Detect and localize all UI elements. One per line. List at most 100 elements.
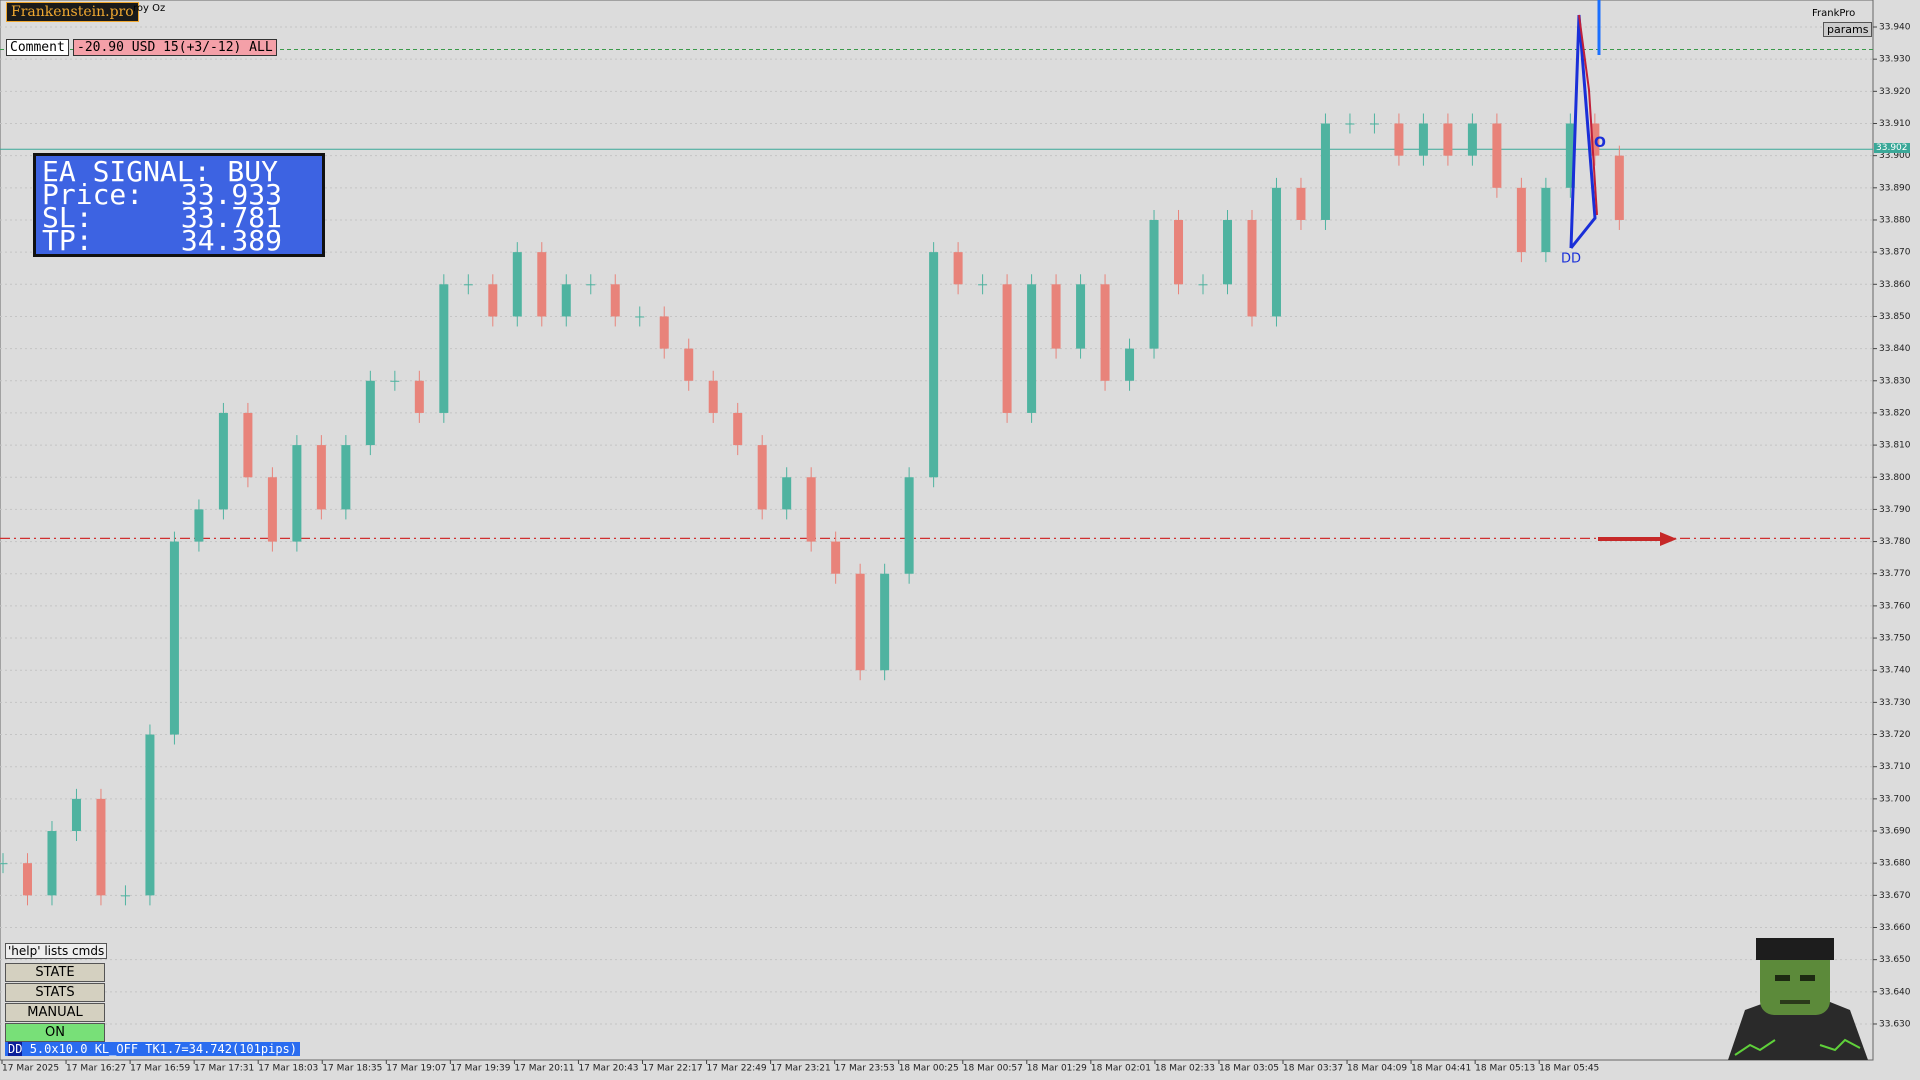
x-tick-label: 17 Mar 16:59 xyxy=(130,1064,190,1074)
y-tick-label: 33.690 xyxy=(1879,827,1911,837)
candle-body xyxy=(1247,219,1257,317)
candle-body xyxy=(22,863,32,896)
ea-row: TP: 34.389 xyxy=(42,224,282,257)
pattern-outline xyxy=(1569,14,1597,249)
candle-body xyxy=(929,252,939,478)
y-tick-label: 33.760 xyxy=(1879,601,1911,611)
candle-body xyxy=(267,477,277,542)
x-tick-label: 18 Mar 03:05 xyxy=(1219,1064,1279,1074)
ea-row-value: 33.933 xyxy=(180,178,282,211)
candle-body xyxy=(1492,123,1502,188)
candle-body xyxy=(169,541,179,735)
candle-body xyxy=(1443,123,1453,156)
x-tick-label: 17 Mar 23:21 xyxy=(771,1064,831,1074)
y-tick-label: 33.900 xyxy=(1879,151,1911,161)
y-tick-label: 33.740 xyxy=(1879,666,1911,676)
candle-body xyxy=(1223,219,1232,285)
y-tick-label: 33.850 xyxy=(1879,312,1911,322)
candle-body xyxy=(586,284,596,286)
candle-body xyxy=(855,573,865,671)
ea-rows: Price: 33.933 SL: 33.781 TP: 34.389 xyxy=(42,178,322,257)
pattern-label: O xyxy=(1594,135,1606,151)
x-tick-label: 17 Mar 22:49 xyxy=(707,1064,767,1074)
candle-body xyxy=(96,798,106,896)
candle-body xyxy=(145,734,155,896)
y-tick-label: 33.710 xyxy=(1879,762,1911,772)
candle-body xyxy=(365,380,375,446)
y-tick-label: 33.770 xyxy=(1879,569,1911,579)
help-hint: 'help' lists cmds xyxy=(5,943,108,959)
candle-body xyxy=(1345,123,1355,125)
control-button[interactable]: ON xyxy=(5,1023,105,1042)
candle-body xyxy=(243,412,253,478)
candle-body xyxy=(904,477,914,574)
x-tick-label: 18 Mar 01:29 xyxy=(1027,1064,1087,1074)
candle-body xyxy=(757,445,767,510)
candle-body xyxy=(1125,348,1135,381)
candle-body xyxy=(1369,123,1379,125)
candle-body xyxy=(1614,155,1624,220)
y-tick-label: 33.910 xyxy=(1879,119,1911,129)
ea-row: Price: 33.933 xyxy=(42,178,282,211)
y-tick-label: 33.800 xyxy=(1879,473,1911,483)
y-tick-label: 33.860 xyxy=(1879,280,1911,290)
y-tick-label: 33.810 xyxy=(1879,441,1911,451)
y-tick-label: 33.670 xyxy=(1879,891,1911,901)
x-tick-label: 17 Mar 19:07 xyxy=(386,1064,446,1074)
x-tick-label: 17 Mar 20:11 xyxy=(514,1064,574,1074)
control-button[interactable]: STATS xyxy=(5,983,105,1002)
x-tick-label: 18 Mar 02:33 xyxy=(1155,1064,1215,1074)
candle-body xyxy=(806,477,816,542)
candle-body xyxy=(1296,187,1306,220)
pattern-label: DD xyxy=(1561,252,1581,267)
candle-body xyxy=(414,380,424,413)
x-tick-label: 17 Mar 17:31 xyxy=(194,1064,254,1074)
candle-body xyxy=(708,380,718,413)
candle-body xyxy=(120,895,130,897)
y-tick-label: 33.820 xyxy=(1879,408,1911,418)
y-tick-label: 33.630 xyxy=(1879,1019,1911,1029)
control-button[interactable]: MANUAL xyxy=(5,1003,105,1022)
candle-body xyxy=(1541,187,1551,253)
x-tick-label: 18 Mar 04:41 xyxy=(1411,1064,1471,1074)
candle-body xyxy=(659,316,669,349)
candle-body xyxy=(953,252,963,285)
candle-body xyxy=(1100,284,1110,381)
chart-layer: 33.630 33.640 33.650 33.660 33.670 33.680 33.6… xyxy=(0,23,1911,1074)
ea-row-value: 33.781 xyxy=(180,201,282,234)
candle-body xyxy=(733,412,743,446)
candle-body xyxy=(1418,123,1428,156)
y-tick-label: 33.890 xyxy=(1879,183,1911,193)
candle-body xyxy=(71,798,81,832)
candle-body xyxy=(439,284,449,413)
y-tick-label: 33.730 xyxy=(1879,698,1911,708)
params-button[interactable]: params xyxy=(1823,22,1873,37)
avatar xyxy=(1728,938,1868,1060)
current-price-tag: 33.902 xyxy=(1874,143,1910,154)
y-tick-label: 33.790 xyxy=(1879,505,1911,515)
ea-panel: EA SIGNAL: BUY Price: 33.933 SL: 33.781 TP: 3… xyxy=(33,153,325,257)
y-tick-label: 33.700 xyxy=(1879,794,1911,804)
x-tick-label: 17 Mar 19:39 xyxy=(450,1064,510,1074)
ea-row-value: 34.389 xyxy=(180,224,282,257)
y-tick-label: 33.930 xyxy=(1879,55,1911,65)
x-tick-label: 17 Mar 2025 xyxy=(2,1064,59,1074)
x-tick-label: 17 Mar 18:35 xyxy=(322,1064,382,1074)
control-button[interactable]: STATE xyxy=(5,963,105,982)
pattern-inner xyxy=(1578,14,1598,216)
candle-body xyxy=(488,284,498,317)
status-bar: DD 5.0x10.0 KL_OFF TK1.7=34.742(101pips) xyxy=(5,1042,300,1056)
candle-body xyxy=(390,380,400,382)
ea-row-label: Price: xyxy=(42,178,144,211)
x-tick-label: 17 Mar 16:27 xyxy=(66,1064,126,1074)
candle-body xyxy=(1002,284,1012,413)
arrow-head xyxy=(1660,532,1677,546)
ea-row-label: TP: xyxy=(42,224,93,257)
symbol: roy Oz xyxy=(133,3,166,14)
candle-body xyxy=(1027,284,1037,413)
x-tick-label: 18 Mar 05:13 xyxy=(1475,1064,1535,1074)
candle-body xyxy=(1076,284,1086,349)
candle-body xyxy=(47,831,57,896)
y-tick-label: 33.660 xyxy=(1879,923,1911,933)
